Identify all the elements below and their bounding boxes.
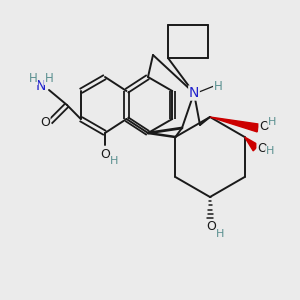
Text: O: O [259, 121, 269, 134]
Polygon shape [244, 137, 259, 151]
Text: N: N [189, 86, 199, 100]
Text: H: H [110, 156, 118, 166]
Text: H: H [216, 229, 224, 239]
Text: H: H [45, 71, 53, 85]
Text: H: H [266, 146, 274, 156]
Text: O: O [40, 116, 50, 128]
Polygon shape [210, 117, 259, 132]
Text: H: H [214, 80, 222, 92]
Text: H: H [268, 117, 276, 127]
Text: O: O [257, 142, 267, 154]
Text: H: H [28, 71, 38, 85]
Text: O: O [206, 220, 216, 233]
Text: N: N [36, 79, 46, 93]
Text: O: O [100, 148, 110, 160]
